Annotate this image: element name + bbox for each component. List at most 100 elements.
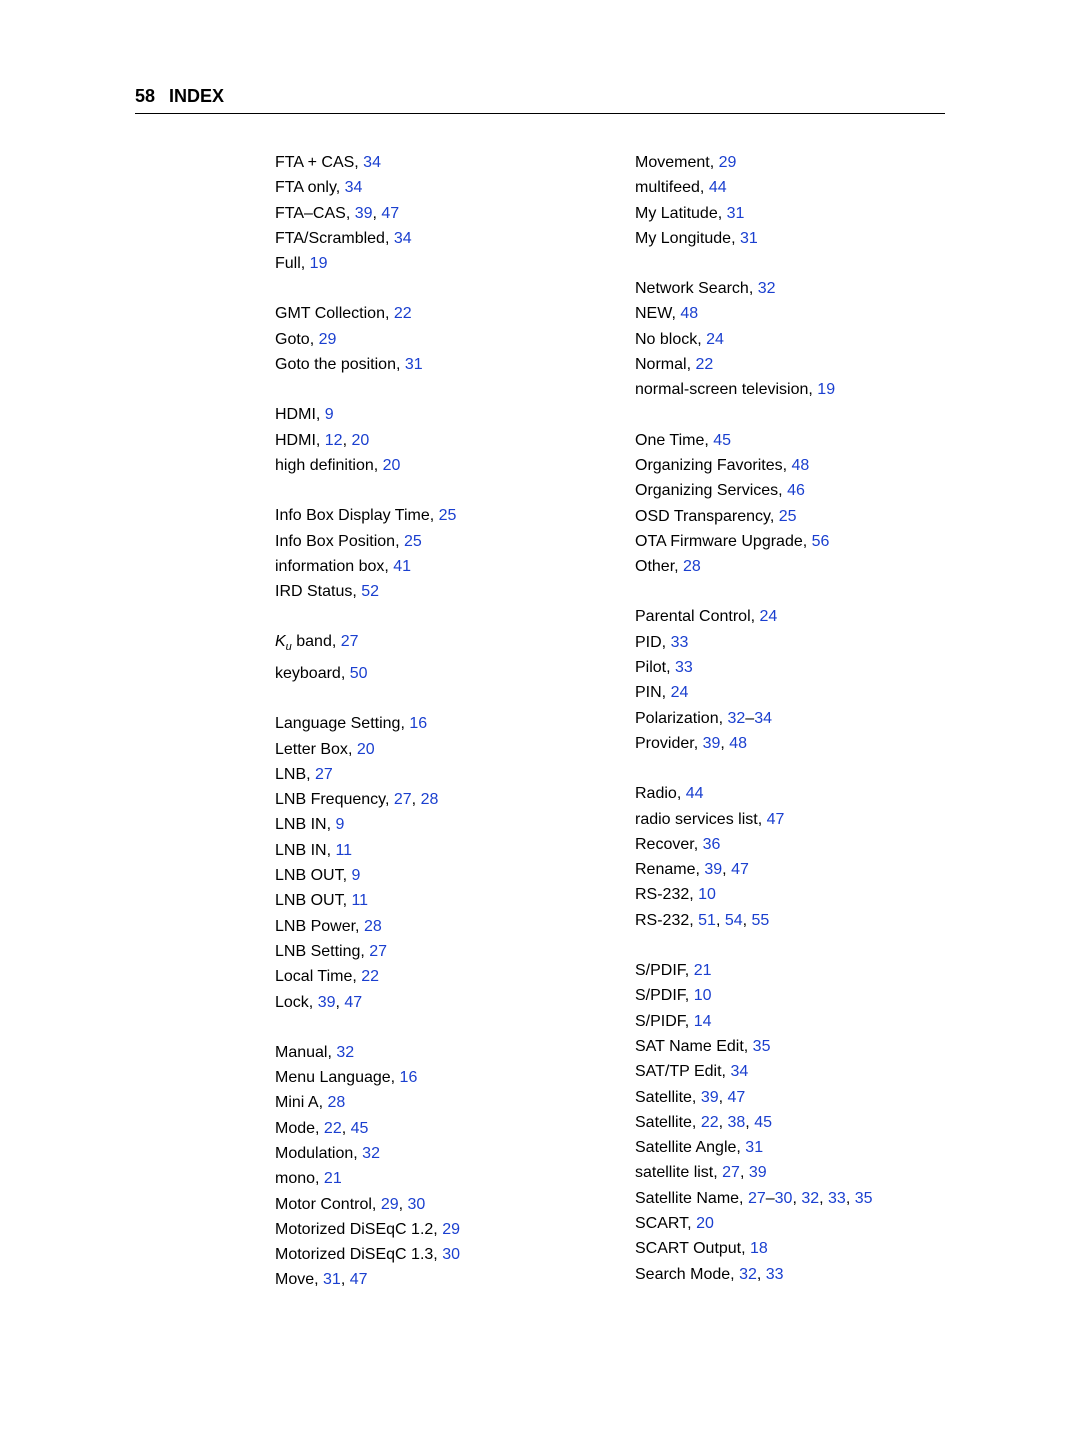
page-link[interactable]: 32: [758, 280, 776, 297]
page-link[interactable]: 27: [722, 1164, 740, 1181]
page-link[interactable]: 32: [728, 710, 746, 727]
page-link[interactable]: 48: [680, 305, 698, 322]
page-link[interactable]: 38: [728, 1114, 746, 1131]
page-link[interactable]: 28: [683, 558, 701, 575]
page-link[interactable]: 32: [362, 1145, 380, 1162]
page-link[interactable]: 16: [400, 1069, 418, 1086]
page-link[interactable]: 12: [325, 432, 343, 449]
page-link[interactable]: 29: [442, 1221, 460, 1238]
page-link[interactable]: 20: [383, 457, 401, 474]
page-link[interactable]: 27: [369, 943, 387, 960]
page-link[interactable]: 30: [775, 1190, 793, 1207]
page-link[interactable]: 28: [364, 918, 382, 935]
page-link[interactable]: 29: [719, 154, 737, 171]
page-link[interactable]: 31: [745, 1139, 763, 1156]
page-link[interactable]: 9: [351, 867, 360, 884]
page-link[interactable]: 27: [748, 1190, 766, 1207]
page-link[interactable]: 21: [694, 962, 712, 979]
page-link[interactable]: 20: [696, 1215, 714, 1232]
page-link[interactable]: 56: [812, 533, 830, 550]
page-link[interactable]: 45: [713, 432, 731, 449]
page-link[interactable]: 20: [357, 741, 375, 758]
page-link[interactable]: 34: [394, 230, 412, 247]
page-link[interactable]: 31: [740, 230, 758, 247]
page-link[interactable]: 11: [335, 842, 352, 859]
page-link[interactable]: 48: [729, 735, 747, 752]
page-link[interactable]: 36: [703, 836, 721, 853]
page-link[interactable]: 39: [355, 205, 373, 222]
page-link[interactable]: 44: [686, 785, 704, 802]
page-link[interactable]: 30: [408, 1196, 426, 1213]
page-link[interactable]: 14: [694, 1013, 712, 1030]
page-link[interactable]: 52: [361, 583, 379, 600]
page-link[interactable]: 24: [760, 608, 778, 625]
page-link[interactable]: 22: [695, 356, 713, 373]
page-link[interactable]: 9: [335, 816, 344, 833]
page-link[interactable]: 10: [698, 886, 716, 903]
page-link[interactable]: 25: [779, 508, 797, 525]
page-link[interactable]: 33: [675, 659, 693, 676]
page-link[interactable]: 47: [728, 1089, 746, 1106]
page-link[interactable]: 34: [730, 1063, 748, 1080]
page-link[interactable]: 28: [327, 1094, 345, 1111]
page-link[interactable]: 47: [767, 811, 785, 828]
page-link[interactable]: 32: [336, 1044, 354, 1061]
page-link[interactable]: 33: [671, 634, 689, 651]
page-link[interactable]: 54: [725, 912, 743, 929]
page-link[interactable]: 11: [351, 892, 368, 909]
page-link[interactable]: 47: [344, 994, 362, 1011]
page-link[interactable]: 27: [341, 633, 359, 650]
page-link[interactable]: 47: [350, 1271, 368, 1288]
page-link[interactable]: 39: [701, 1089, 719, 1106]
page-link[interactable]: 31: [323, 1271, 341, 1288]
page-link[interactable]: 24: [706, 331, 724, 348]
page-link[interactable]: 20: [351, 432, 369, 449]
page-link[interactable]: 29: [381, 1196, 399, 1213]
page-link[interactable]: 39: [318, 994, 336, 1011]
page-link[interactable]: 34: [363, 154, 381, 171]
page-link[interactable]: 16: [409, 715, 427, 732]
page-link[interactable]: 19: [310, 255, 328, 272]
page-link[interactable]: 34: [754, 710, 772, 727]
page-link[interactable]: 22: [394, 305, 412, 322]
page-link[interactable]: 10: [694, 987, 712, 1004]
page-link[interactable]: 30: [442, 1246, 460, 1263]
page-link[interactable]: 22: [324, 1120, 342, 1137]
page-link[interactable]: 33: [766, 1266, 784, 1283]
page-link[interactable]: 51: [698, 912, 716, 929]
page-link[interactable]: 25: [439, 507, 457, 524]
page-link[interactable]: 31: [405, 356, 423, 373]
page-link[interactable]: 27: [394, 791, 412, 808]
page-link[interactable]: 22: [361, 968, 379, 985]
page-link[interactable]: 46: [787, 482, 805, 499]
page-link[interactable]: 35: [855, 1190, 873, 1207]
page-link[interactable]: 22: [701, 1114, 719, 1131]
page-link[interactable]: 31: [727, 205, 745, 222]
page-link[interactable]: 47: [731, 861, 749, 878]
page-link[interactable]: 34: [345, 179, 363, 196]
page-link[interactable]: 41: [393, 558, 411, 575]
page-link[interactable]: 39: [704, 861, 722, 878]
page-link[interactable]: 33: [828, 1190, 846, 1207]
page-link[interactable]: 44: [709, 179, 727, 196]
page-link[interactable]: 32: [739, 1266, 757, 1283]
page-link[interactable]: 45: [754, 1114, 772, 1131]
page-link[interactable]: 32: [801, 1190, 819, 1207]
page-link[interactable]: 28: [421, 791, 439, 808]
page-link[interactable]: 25: [404, 533, 422, 550]
page-link[interactable]: 21: [324, 1170, 342, 1187]
page-link[interactable]: 18: [750, 1240, 768, 1257]
page-link[interactable]: 27: [315, 766, 333, 783]
page-link[interactable]: 47: [381, 205, 399, 222]
page-link[interactable]: 55: [752, 912, 770, 929]
page-link[interactable]: 35: [753, 1038, 771, 1055]
page-link[interactable]: 39: [703, 735, 721, 752]
page-link[interactable]: 29: [319, 331, 337, 348]
page-link[interactable]: 45: [351, 1120, 369, 1137]
page-link[interactable]: 9: [325, 406, 334, 423]
page-link[interactable]: 48: [792, 457, 810, 474]
page-link[interactable]: 24: [671, 684, 689, 701]
page-link[interactable]: 50: [350, 665, 368, 682]
page-link[interactable]: 39: [749, 1164, 767, 1181]
page-link[interactable]: 19: [817, 381, 835, 398]
